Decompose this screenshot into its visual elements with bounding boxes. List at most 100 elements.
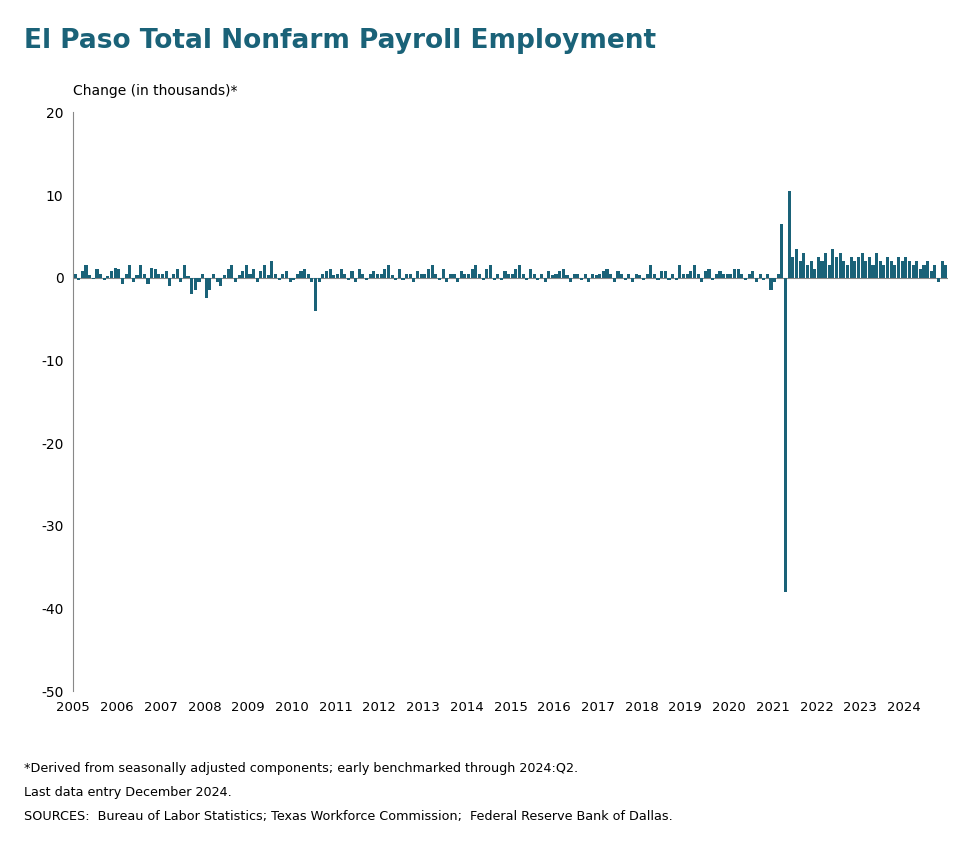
Bar — [248, 274, 251, 277]
Bar — [412, 277, 415, 282]
Bar — [153, 270, 156, 277]
Bar — [332, 276, 335, 277]
Bar — [620, 274, 623, 277]
Bar — [773, 277, 776, 282]
Bar — [136, 276, 139, 277]
Bar — [380, 274, 383, 277]
Bar — [179, 277, 183, 282]
Bar — [216, 277, 219, 282]
Bar — [646, 274, 649, 277]
Bar — [307, 274, 310, 277]
Bar — [649, 265, 653, 277]
Bar — [518, 265, 521, 277]
Bar — [697, 274, 700, 277]
Bar — [150, 268, 153, 277]
Bar — [901, 261, 904, 277]
Bar — [267, 276, 270, 277]
Bar — [503, 271, 506, 277]
Bar — [973, 271, 977, 277]
Bar — [566, 276, 569, 277]
Bar — [474, 265, 478, 277]
Bar — [423, 274, 426, 277]
Bar — [526, 277, 529, 280]
Bar — [296, 274, 299, 277]
Bar — [478, 274, 481, 277]
Bar — [576, 274, 579, 277]
Bar — [234, 277, 237, 282]
Bar — [583, 274, 587, 277]
Bar — [285, 271, 288, 277]
Bar — [271, 261, 274, 277]
Bar — [165, 271, 168, 277]
Bar — [835, 257, 838, 277]
Bar — [500, 277, 503, 280]
Bar — [861, 253, 864, 277]
Bar — [638, 276, 641, 277]
Bar — [878, 261, 882, 277]
Bar — [303, 270, 306, 277]
Bar — [347, 277, 350, 280]
Bar — [871, 265, 874, 277]
Bar — [394, 277, 398, 280]
Bar — [941, 261, 944, 277]
Bar — [434, 274, 438, 277]
Bar — [205, 277, 208, 298]
Bar — [718, 271, 722, 277]
Bar — [448, 274, 452, 277]
Bar — [193, 277, 197, 290]
Bar — [875, 253, 878, 277]
Bar — [522, 274, 525, 277]
Bar — [452, 274, 455, 277]
Bar — [529, 270, 532, 277]
Bar — [602, 271, 605, 277]
Bar — [183, 265, 186, 277]
Bar — [678, 265, 681, 277]
Bar — [201, 274, 204, 277]
Bar — [88, 276, 91, 277]
Bar — [176, 270, 179, 277]
Bar — [897, 257, 900, 277]
Bar — [886, 257, 889, 277]
Bar — [558, 271, 561, 277]
Bar — [846, 265, 849, 277]
Bar — [806, 265, 809, 277]
Bar — [398, 270, 401, 277]
Bar — [318, 277, 320, 282]
Bar — [671, 274, 674, 277]
Bar — [730, 274, 733, 277]
Bar — [598, 274, 601, 277]
Bar — [288, 277, 291, 282]
Bar — [758, 274, 762, 277]
Bar — [168, 277, 171, 286]
Bar — [81, 271, 84, 277]
Bar — [536, 277, 539, 280]
Bar — [84, 265, 88, 277]
Bar — [868, 257, 871, 277]
Bar — [933, 265, 937, 277]
Bar — [905, 257, 908, 277]
Bar — [613, 277, 616, 282]
Bar — [132, 277, 135, 282]
Bar — [488, 265, 492, 277]
Bar — [766, 274, 769, 277]
Bar — [762, 277, 765, 280]
Bar — [252, 270, 255, 277]
Bar — [259, 271, 263, 277]
Bar — [438, 277, 441, 280]
Bar — [219, 277, 223, 286]
Bar — [701, 277, 703, 282]
Bar — [172, 274, 175, 277]
Bar — [747, 274, 750, 277]
Bar — [92, 277, 95, 279]
Bar — [948, 270, 951, 277]
Bar — [703, 271, 707, 277]
Bar — [442, 270, 445, 277]
Bar — [743, 277, 747, 280]
Bar — [682, 274, 685, 277]
Bar — [515, 270, 518, 277]
Bar — [391, 276, 394, 277]
Bar — [117, 270, 120, 277]
Bar — [631, 277, 634, 282]
Bar — [958, 270, 962, 277]
Bar — [970, 270, 973, 277]
